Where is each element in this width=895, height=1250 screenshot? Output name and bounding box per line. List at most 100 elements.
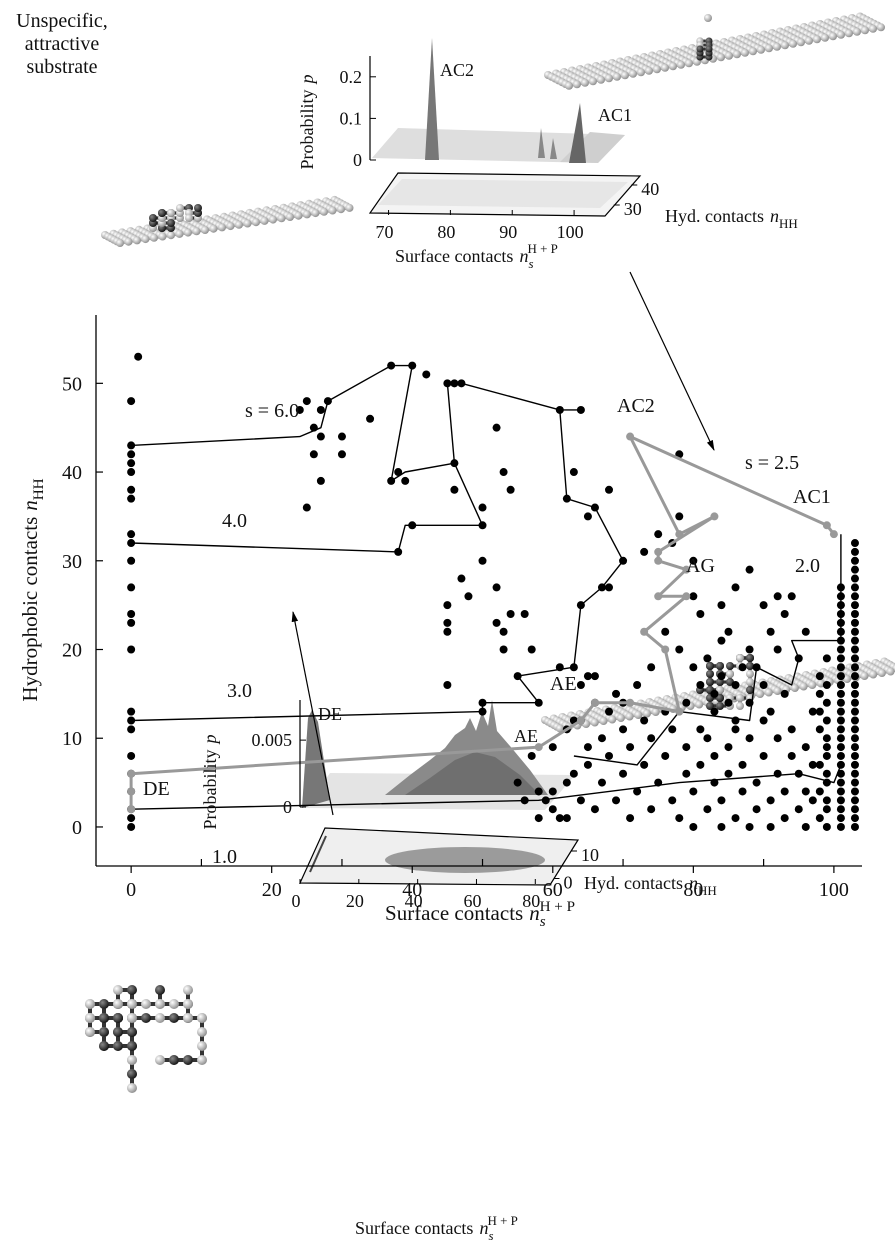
- point: [535, 699, 543, 707]
- point: [851, 699, 859, 707]
- monomer: [85, 1013, 95, 1023]
- point: [408, 362, 416, 370]
- y-axis-label-text: Hydrophobic contacts: [18, 517, 42, 702]
- point: [823, 743, 831, 751]
- substrate-atom: [116, 239, 124, 247]
- point: [823, 779, 831, 787]
- point: [605, 708, 613, 716]
- substrate-atom: [295, 212, 303, 220]
- point: [528, 752, 536, 760]
- point: [746, 823, 754, 831]
- point: [450, 379, 458, 387]
- point: [851, 583, 859, 591]
- point: [443, 379, 451, 387]
- caption-line: substrate: [26, 56, 97, 78]
- substrate-atom: [159, 233, 167, 241]
- monomer: [169, 1013, 179, 1023]
- substrate-atom: [861, 672, 869, 680]
- point: [647, 734, 655, 742]
- substrate-atom: [167, 231, 175, 239]
- point: [422, 370, 430, 378]
- substrate-atom: [634, 711, 642, 719]
- point: [781, 610, 789, 618]
- monomer: [736, 694, 744, 702]
- monomer: [127, 1069, 137, 1079]
- substrate-atom: [218, 223, 226, 231]
- point: [500, 628, 508, 636]
- substrate-atom: [617, 714, 625, 722]
- point: [584, 512, 592, 520]
- line-point: [682, 592, 690, 600]
- point: [570, 770, 578, 778]
- annotation: 3.0: [227, 680, 252, 702]
- point: [781, 690, 789, 698]
- point: [479, 521, 487, 529]
- line-point: [591, 699, 599, 707]
- point: [717, 823, 725, 831]
- point: [696, 681, 704, 689]
- substrate-atom: [346, 204, 354, 212]
- monomer: [127, 1083, 137, 1093]
- monomer: [149, 214, 157, 222]
- point: [732, 716, 740, 724]
- point: [640, 716, 648, 724]
- x-tick-label: 60: [463, 891, 481, 911]
- annotation: AE: [514, 726, 538, 746]
- monomer: [176, 204, 184, 212]
- point: [450, 486, 458, 494]
- monomer: [197, 1027, 207, 1037]
- substrate-atom: [227, 222, 235, 230]
- point: [837, 681, 845, 689]
- point: [746, 699, 754, 707]
- point: [802, 787, 810, 795]
- z-tick-label: 0.005: [252, 730, 293, 750]
- monomer: [127, 1055, 137, 1065]
- point: [781, 814, 789, 822]
- substrate-atom: [150, 234, 158, 242]
- point: [837, 610, 845, 618]
- substrate-atom: [244, 220, 252, 228]
- point: [837, 752, 845, 760]
- point: [851, 770, 859, 778]
- point: [732, 725, 740, 733]
- point: [696, 761, 704, 769]
- x-tick-label: 100: [557, 222, 584, 242]
- monomer: [706, 678, 714, 686]
- point: [851, 716, 859, 724]
- point: [127, 583, 135, 591]
- line-point: [675, 708, 683, 716]
- point: [127, 441, 135, 449]
- point: [760, 681, 768, 689]
- point: [823, 699, 831, 707]
- substrate-atom: [303, 210, 311, 218]
- line-point: [127, 770, 135, 778]
- floor-shade: [385, 847, 545, 873]
- substrate-atom: [600, 717, 608, 725]
- z-axis-label: Probabilityp: [297, 75, 317, 170]
- monomer: [141, 999, 151, 1009]
- point: [549, 743, 557, 751]
- point: [563, 495, 571, 503]
- substrate-atom: [210, 225, 218, 233]
- monomer: [726, 670, 734, 678]
- monomer: [197, 1041, 207, 1051]
- point: [851, 592, 859, 600]
- substrate-atom: [800, 683, 808, 691]
- point: [689, 663, 697, 671]
- point: [577, 681, 585, 689]
- monomer: [85, 999, 95, 1009]
- point: [746, 566, 754, 574]
- x-axis-label-sup: H + P: [528, 241, 558, 256]
- annotation: AC1: [598, 105, 632, 125]
- substrate-atom: [774, 687, 782, 695]
- substrate-atom: [685, 59, 693, 67]
- point: [837, 814, 845, 822]
- point: [823, 805, 831, 813]
- point: [619, 557, 627, 565]
- monomer: [167, 219, 175, 227]
- point: [682, 743, 690, 751]
- z-axis-label: Probabilityp: [200, 735, 220, 830]
- substrate-atom: [845, 29, 853, 37]
- point: [795, 770, 803, 778]
- point: [851, 663, 859, 671]
